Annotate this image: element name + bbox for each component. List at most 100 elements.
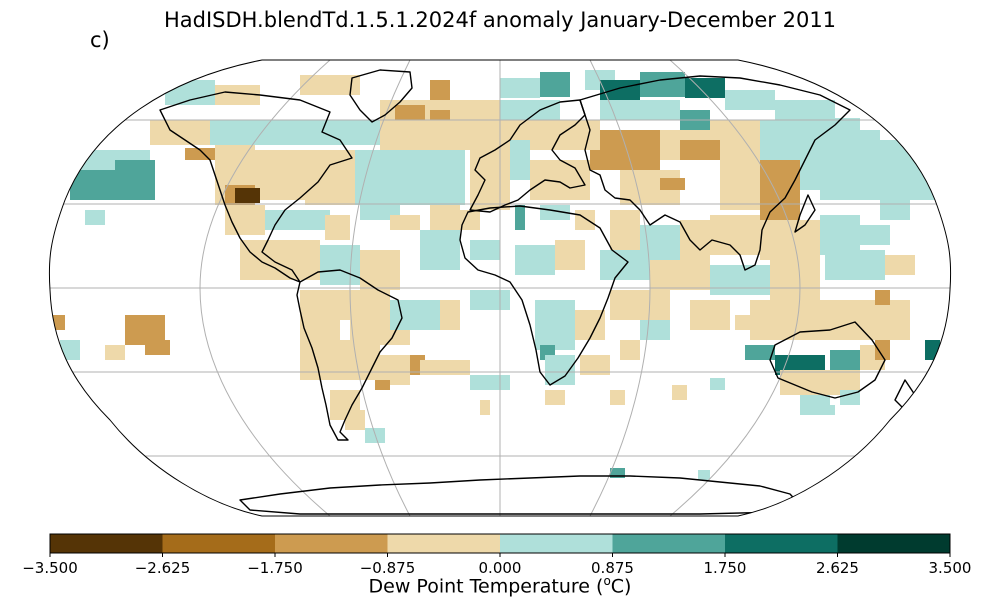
anomaly-cell [680,140,720,160]
colorbar-tick-label: −2.625 [135,559,191,577]
anomaly-cell [640,72,685,97]
panel-label: c) [90,28,110,52]
colorbar-swatch [275,534,388,553]
colorbar-swatch [162,534,276,553]
anomaly-cell [590,150,620,170]
anomaly-cell [575,210,595,230]
anomaly-cell [610,468,625,478]
anomaly-cell [215,85,260,105]
anomaly-cell [300,75,360,95]
colorbar-tick-label: 0.000 [479,559,522,577]
anomaly-cell [515,205,525,230]
anomaly-cell [698,470,710,480]
anomaly-cell [420,360,470,375]
anomaly-cell [290,120,380,145]
colorbar-tick-label: −0.875 [360,559,416,577]
anomaly-cell [640,320,670,340]
anomaly-cell [145,340,170,355]
anomaly-cell [540,205,570,220]
colorbar-ticks: −3.500 −2.625 −1.750 −0.875 0.000 0.875 1.750 2… [22,553,971,577]
colorbar-swatch [612,534,726,553]
anomaly-cell [340,340,380,380]
colorbar-tick-label: −1.750 [247,559,303,577]
anomaly-cell [360,250,400,290]
colorbar-tick-label: 1.750 [704,559,747,577]
anomaly-cell [545,390,565,405]
anomaly-cell [235,188,260,203]
anomaly-cell [800,355,825,370]
anomaly-cell [165,80,215,105]
anomaly-cell [355,150,465,205]
anomaly-cell [660,178,685,190]
anomaly-cell [540,72,570,97]
anomaly-cell [710,215,760,255]
colorbar-swatch [837,534,951,553]
anomaly-cell [545,355,575,385]
anomaly-cell [255,150,305,200]
anomaly-cell [860,300,910,340]
anomaly-cell [535,300,575,350]
anomaly-cell [750,300,800,340]
colorbar-swatch [725,534,838,553]
anomaly-cell [105,345,125,360]
anomaly-cell [880,140,935,200]
colorbar-tick-label: 3.500 [929,559,972,577]
anomaly-cell [300,320,340,380]
coastline-greenland [349,69,413,123]
anomaly-cell [300,210,330,225]
anomaly-cell [390,215,420,230]
map-title: HadISDH.blendTd.1.5.1.2024f anomaly Janu… [163,8,837,32]
colorbar-tick-label: −3.500 [22,559,78,577]
anomaly-cell [305,150,355,205]
anomaly-cell [885,255,915,275]
coastlines [159,69,916,515]
anomaly-cell [515,245,555,275]
anomaly-cell [580,355,610,375]
anomaly-cell [770,260,820,300]
anomaly-cell [240,240,320,280]
anomaly-cell [820,405,835,415]
anomaly-cell [555,240,585,270]
anomaly-cell [470,150,510,210]
anomaly-cell [720,150,760,210]
anomaly-cell [610,290,670,320]
coastline-antarctica [239,475,801,515]
anomaly-cell [672,385,687,400]
anomaly-cell [320,245,360,285]
anomaly-cell [375,380,390,390]
colorbar-tick-label: 0.875 [591,559,634,577]
anomaly-cell [325,215,350,240]
anomaly-cell [775,100,835,120]
anomaly-cell [735,315,750,330]
colorbar-swatch [500,534,613,553]
anomaly-cell [460,210,480,230]
anomaly-cell [685,78,725,98]
anomaly-cell [115,160,155,200]
anomaly-cell [60,340,80,360]
anomaly-cell [150,120,210,145]
anomaly-cell [85,210,105,225]
anomaly-cell [710,265,770,295]
anomaly-cell [880,200,910,220]
coastline-africa [459,205,629,386]
anomaly-cell [860,225,890,245]
anomaly-cell [470,375,510,390]
anomaly-cell [690,300,730,330]
anomaly-cell [610,390,625,405]
anomaly-cell [345,410,365,430]
anomaly-cell [840,390,860,405]
coastline-europe [469,99,586,213]
colorbar-swatch [387,534,501,553]
colorbar-tick-label: 2.625 [816,559,859,577]
anomaly-cell [680,220,710,260]
anomaly-cell [500,78,540,98]
anomaly-cell [875,290,890,305]
globe-outline [48,59,952,517]
colorbar: −3.500 −2.625 −1.750 −0.875 0.000 0.875 1.750 2… [22,533,971,577]
anomaly-cell [440,300,460,330]
anomaly-cell [820,215,860,255]
anomaly-cell [430,80,450,100]
coastline-asia [579,75,851,271]
coastline-north-america [159,91,353,283]
anomaly-cell [470,290,510,310]
